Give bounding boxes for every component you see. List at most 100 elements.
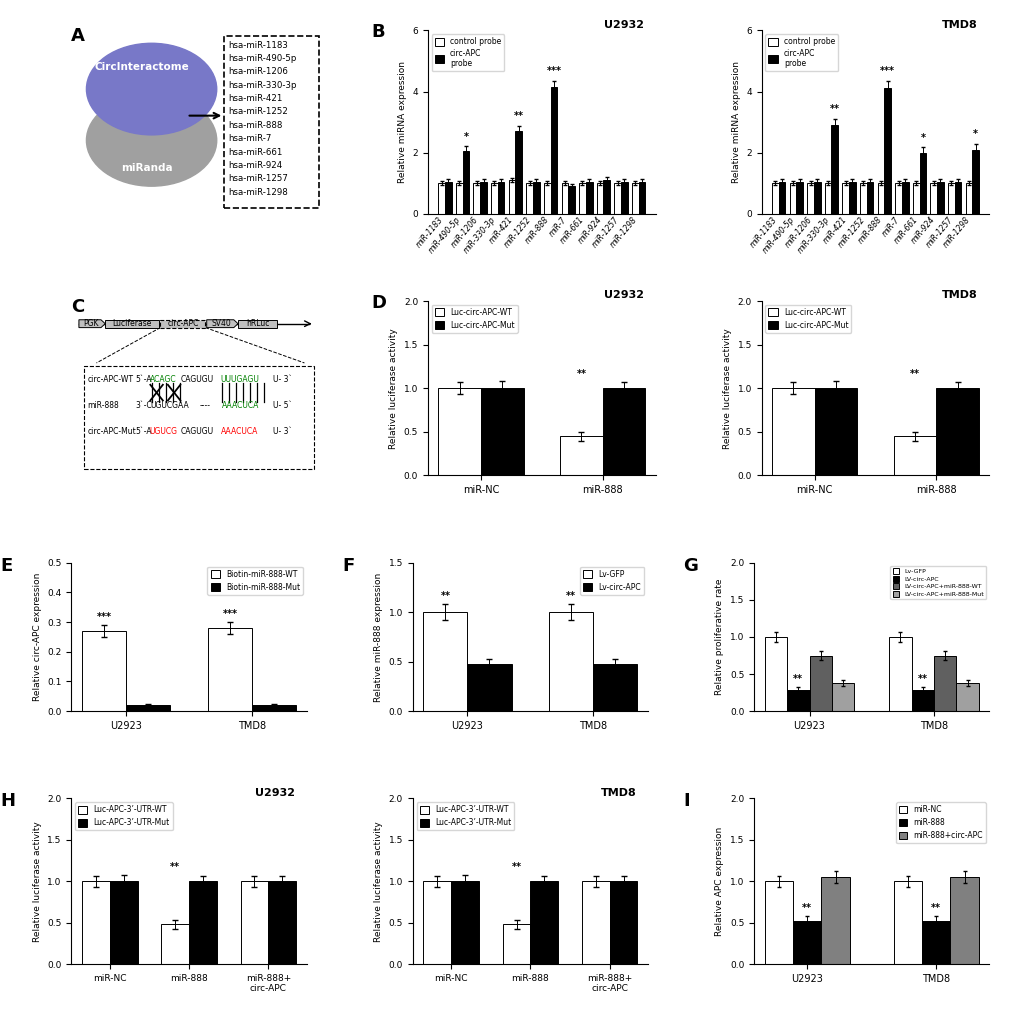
Bar xyxy=(490,183,497,214)
Text: CAGUGU: CAGUGU xyxy=(180,375,213,384)
Text: UGUCGAA: UGUCGAA xyxy=(150,401,189,410)
Legend: Biotin-miR-888-WT, Biotin-miR-888-Mut: Biotin-miR-888-WT, Biotin-miR-888-Mut xyxy=(207,566,303,595)
Text: UUUGAGU: UUUGAGU xyxy=(220,375,259,384)
Y-axis label: Relative circ-APC expression: Relative circ-APC expression xyxy=(33,572,42,701)
Bar xyxy=(579,183,585,214)
Text: **: ** xyxy=(440,592,450,602)
Polygon shape xyxy=(78,320,105,328)
Bar xyxy=(777,182,785,214)
Y-axis label: Relative luciferase activity: Relative luciferase activity xyxy=(389,328,397,449)
Bar xyxy=(895,183,901,214)
Text: hsa-miR-1252: hsa-miR-1252 xyxy=(228,108,287,117)
Text: B: B xyxy=(371,23,384,42)
Bar xyxy=(593,664,637,712)
Text: AAACUCA: AAACUCA xyxy=(222,401,260,410)
Text: *: * xyxy=(463,132,468,142)
Text: ***: *** xyxy=(97,612,111,622)
Bar xyxy=(621,182,627,214)
Bar xyxy=(883,88,891,214)
FancyBboxPatch shape xyxy=(224,36,319,208)
Bar xyxy=(161,925,189,964)
Text: hsa-miR-924: hsa-miR-924 xyxy=(228,161,282,170)
Text: CAGUGU: CAGUGU xyxy=(180,427,213,436)
Text: 5`-A: 5`-A xyxy=(136,427,152,436)
Bar xyxy=(824,183,830,214)
Text: hsa-miR-7: hsa-miR-7 xyxy=(228,134,271,143)
Text: **: ** xyxy=(566,592,576,602)
Text: *: * xyxy=(919,133,924,142)
Bar xyxy=(954,182,961,214)
Bar xyxy=(549,612,593,712)
Bar xyxy=(950,877,978,964)
Text: hsa-miR-888: hsa-miR-888 xyxy=(228,121,282,130)
Text: CircInteractome: CircInteractome xyxy=(94,62,189,72)
Bar xyxy=(602,389,645,475)
Text: TMD8: TMD8 xyxy=(600,788,636,798)
Bar xyxy=(893,881,921,964)
Y-axis label: Relative miR-888 expression: Relative miR-888 expression xyxy=(374,572,383,701)
Bar xyxy=(423,881,450,964)
Bar xyxy=(550,87,556,214)
Y-axis label: Relative luciferase activity: Relative luciferase activity xyxy=(33,821,42,942)
Text: ***: *** xyxy=(222,609,237,619)
Bar xyxy=(796,182,802,214)
Bar xyxy=(965,183,971,214)
Text: 3`-C: 3`-C xyxy=(136,401,152,410)
Legend: Luc-APC-3’-UTR-WT, Luc-APC-3’-UTR-Mut: Luc-APC-3’-UTR-WT, Luc-APC-3’-UTR-Mut xyxy=(75,802,172,830)
Bar xyxy=(806,183,813,214)
Bar xyxy=(901,182,908,214)
Text: **: ** xyxy=(802,903,811,912)
Text: **: ** xyxy=(909,368,919,379)
Legend: control probe, circ-APC
probe: control probe, circ-APC probe xyxy=(764,35,838,71)
Legend: control probe, circ-APC
probe: control probe, circ-APC probe xyxy=(431,35,503,71)
FancyBboxPatch shape xyxy=(237,320,276,328)
Text: hsa-miR-1183: hsa-miR-1183 xyxy=(228,41,287,50)
Bar xyxy=(912,183,918,214)
Bar xyxy=(508,180,515,214)
Bar xyxy=(929,183,936,214)
Text: TMD8: TMD8 xyxy=(942,290,977,300)
Bar xyxy=(848,182,855,214)
Bar xyxy=(480,182,486,214)
Bar xyxy=(533,182,539,214)
Text: AAACUCA: AAACUCA xyxy=(220,427,258,436)
Text: hsa-miR-1257: hsa-miR-1257 xyxy=(228,175,287,184)
Bar xyxy=(543,183,550,214)
Bar xyxy=(502,925,530,964)
Y-axis label: Relative luciferase activity: Relative luciferase activity xyxy=(374,821,383,942)
Bar xyxy=(467,664,511,712)
Text: U- 5`: U- 5` xyxy=(273,401,292,410)
Text: **: ** xyxy=(930,903,941,912)
Bar xyxy=(820,877,849,964)
Bar xyxy=(866,182,872,214)
Text: E: E xyxy=(1,557,13,574)
Bar xyxy=(638,182,645,214)
Bar xyxy=(497,182,504,214)
Text: ***: *** xyxy=(546,66,560,76)
Text: ----: ---- xyxy=(199,401,210,410)
Bar xyxy=(252,705,296,712)
FancyBboxPatch shape xyxy=(84,365,314,469)
Bar xyxy=(971,149,978,214)
Y-axis label: Relative miRNA expression: Relative miRNA expression xyxy=(397,61,407,183)
Text: circ-APC-Mut: circ-APC-Mut xyxy=(88,427,137,436)
Bar xyxy=(126,705,170,712)
Bar xyxy=(771,389,814,475)
Text: **: ** xyxy=(576,368,586,379)
Bar xyxy=(208,628,252,712)
Legend: Luc-circ-APC-WT, Luc-circ-APC-Mut: Luc-circ-APC-WT, Luc-circ-APC-Mut xyxy=(431,304,518,333)
Text: ACAGC: ACAGC xyxy=(150,375,176,384)
Text: H: H xyxy=(1,792,15,810)
Bar xyxy=(82,881,110,964)
Text: U2932: U2932 xyxy=(603,19,644,29)
Text: TMD8: TMD8 xyxy=(942,19,977,29)
Bar xyxy=(933,656,956,712)
Text: U- 3`: U- 3` xyxy=(273,427,292,436)
Y-axis label: Relative miRNA expression: Relative miRNA expression xyxy=(731,61,740,183)
Text: 5`-A: 5`-A xyxy=(136,375,152,384)
Bar xyxy=(859,183,866,214)
Text: *: * xyxy=(972,130,977,139)
Bar xyxy=(596,183,603,214)
Text: I: I xyxy=(683,792,689,810)
FancyBboxPatch shape xyxy=(105,320,159,328)
